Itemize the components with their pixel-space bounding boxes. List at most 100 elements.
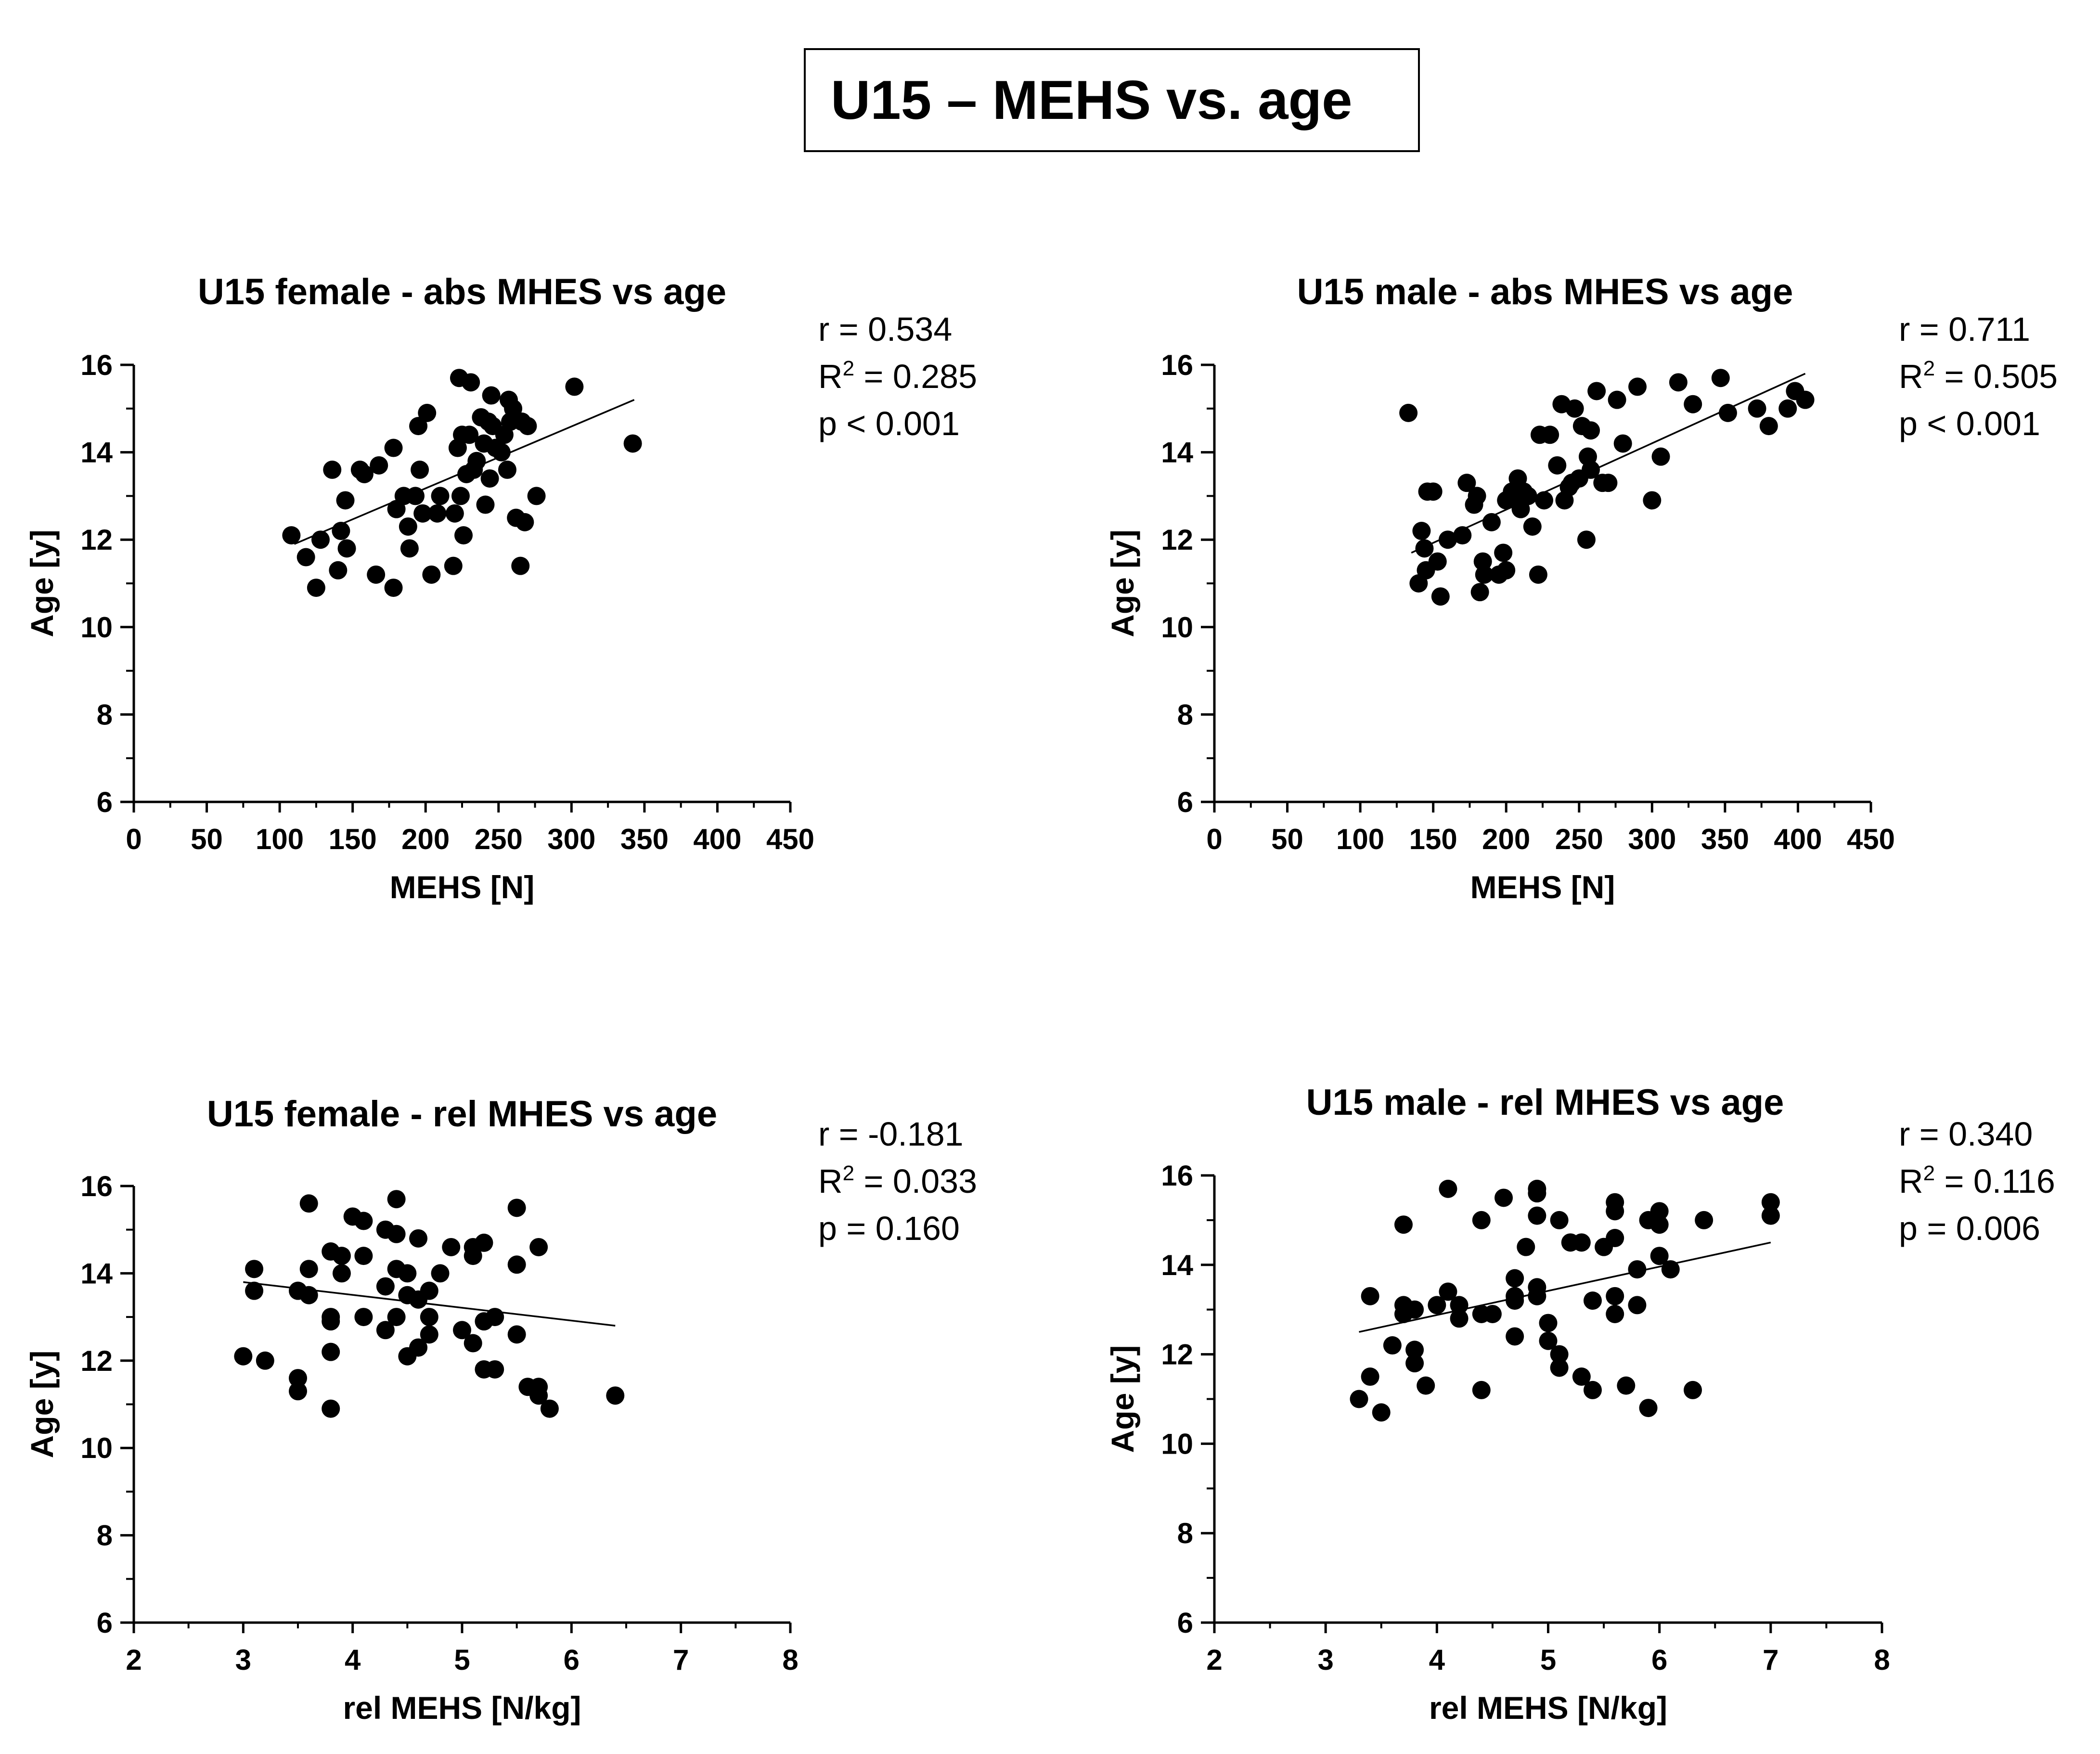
stat-r-squared: R2 = 0.285 xyxy=(818,357,977,395)
data-point xyxy=(1450,1309,1469,1328)
data-point xyxy=(234,1347,253,1366)
data-point xyxy=(1613,434,1632,453)
y-tick-label: 6 xyxy=(1177,1607,1193,1639)
data-point xyxy=(406,487,425,505)
data-point xyxy=(1606,1202,1624,1221)
data-point xyxy=(518,417,537,436)
data-point xyxy=(289,1369,307,1388)
data-point xyxy=(354,1308,373,1327)
data-point xyxy=(476,495,495,514)
data-point xyxy=(387,1308,406,1327)
data-point xyxy=(1528,1184,1546,1203)
data-point xyxy=(311,530,330,549)
data-point xyxy=(529,1386,548,1405)
x-tick-label: 7 xyxy=(1763,1644,1778,1676)
y-tick-label: 10 xyxy=(1161,611,1193,644)
data-point xyxy=(1606,1304,1624,1323)
data-point xyxy=(420,1281,438,1300)
x-tick-label: 3 xyxy=(235,1644,251,1676)
data-point xyxy=(245,1260,264,1278)
data-point xyxy=(337,539,356,558)
x-tick-label: 6 xyxy=(564,1644,580,1676)
data-point xyxy=(1606,1229,1624,1248)
data-point xyxy=(420,1308,438,1327)
data-point xyxy=(418,403,437,422)
data-point xyxy=(540,1399,559,1418)
x-tick-label: 250 xyxy=(475,823,523,855)
data-point xyxy=(1650,1247,1669,1265)
data-point xyxy=(507,1199,526,1217)
data-point xyxy=(1399,403,1418,422)
data-point xyxy=(1506,1327,1524,1346)
data-point xyxy=(1506,1291,1524,1310)
data-point xyxy=(504,399,523,418)
y-tick-label: 8 xyxy=(97,1520,113,1552)
data-point xyxy=(507,1255,526,1274)
data-point xyxy=(1424,482,1443,501)
data-point xyxy=(1572,1367,1591,1386)
data-point xyxy=(1796,390,1815,409)
data-point xyxy=(1428,1296,1446,1315)
y-tick-label: 16 xyxy=(1161,1160,1193,1192)
data-point xyxy=(409,1338,428,1357)
chart-panel-3: U15 female - rel MHES vs age 2 3 4 5 6 7 8 6 8 10 1… xyxy=(24,1094,977,1726)
data-point xyxy=(299,1286,318,1304)
y-tick-label: 6 xyxy=(1177,786,1193,818)
data-point xyxy=(387,1225,406,1243)
data-point xyxy=(1431,587,1450,606)
y-tick-label: 6 xyxy=(97,786,113,818)
data-point xyxy=(1718,403,1737,422)
data-point xyxy=(409,1229,428,1248)
data-point xyxy=(1628,1296,1647,1315)
y-tick-label: 14 xyxy=(1161,1249,1193,1281)
data-point xyxy=(367,565,386,584)
data-point xyxy=(606,1386,625,1405)
y-tick-label: 14 xyxy=(80,1257,113,1290)
data-point xyxy=(1650,1215,1669,1234)
data-point xyxy=(1550,1211,1569,1229)
data-point xyxy=(1417,1376,1435,1395)
data-point xyxy=(1606,1287,1624,1305)
data-point xyxy=(1372,1403,1391,1422)
x-tick-label: 150 xyxy=(1409,823,1457,855)
x-tick-label: 400 xyxy=(1774,823,1822,855)
y-axis-label: Age [y] xyxy=(1105,529,1140,637)
data-point xyxy=(1428,552,1447,571)
x-axis-label: rel MEHS [N/kg] xyxy=(343,1690,581,1726)
data-point xyxy=(329,561,348,580)
data-point xyxy=(289,1382,307,1401)
x-tick-label: 7 xyxy=(673,1644,689,1676)
data-point xyxy=(1711,369,1730,387)
data-point xyxy=(322,1312,340,1331)
data-point xyxy=(431,487,450,505)
data-point xyxy=(387,1190,406,1209)
data-point xyxy=(299,1260,318,1278)
data-point xyxy=(1695,1211,1713,1229)
x-tick-label: 450 xyxy=(766,823,814,855)
data-point xyxy=(453,1321,471,1340)
x-tick-label: 50 xyxy=(191,823,223,855)
data-point xyxy=(384,438,403,457)
data-point xyxy=(1472,1380,1491,1399)
data-point xyxy=(1405,1341,1424,1359)
data-point xyxy=(1550,1345,1569,1364)
data-point xyxy=(1582,421,1600,440)
data-point xyxy=(1438,530,1457,549)
data-point xyxy=(1661,1260,1680,1279)
data-point xyxy=(1482,513,1501,531)
stat-p-value: p < 0.001 xyxy=(818,405,960,442)
data-point xyxy=(1583,1291,1602,1310)
data-point xyxy=(1650,1202,1669,1221)
y-tick-label: 10 xyxy=(1161,1428,1193,1460)
data-point xyxy=(1468,487,1486,505)
data-point xyxy=(431,1264,450,1283)
data-point xyxy=(1457,474,1476,492)
regression-line xyxy=(1359,1241,1771,1333)
data-point xyxy=(1684,395,1702,413)
data-point xyxy=(332,1247,351,1265)
data-point xyxy=(1539,1314,1558,1332)
data-point xyxy=(428,504,447,523)
data-point xyxy=(1494,1188,1513,1207)
data-point xyxy=(299,1194,318,1213)
data-point xyxy=(1453,526,1472,545)
